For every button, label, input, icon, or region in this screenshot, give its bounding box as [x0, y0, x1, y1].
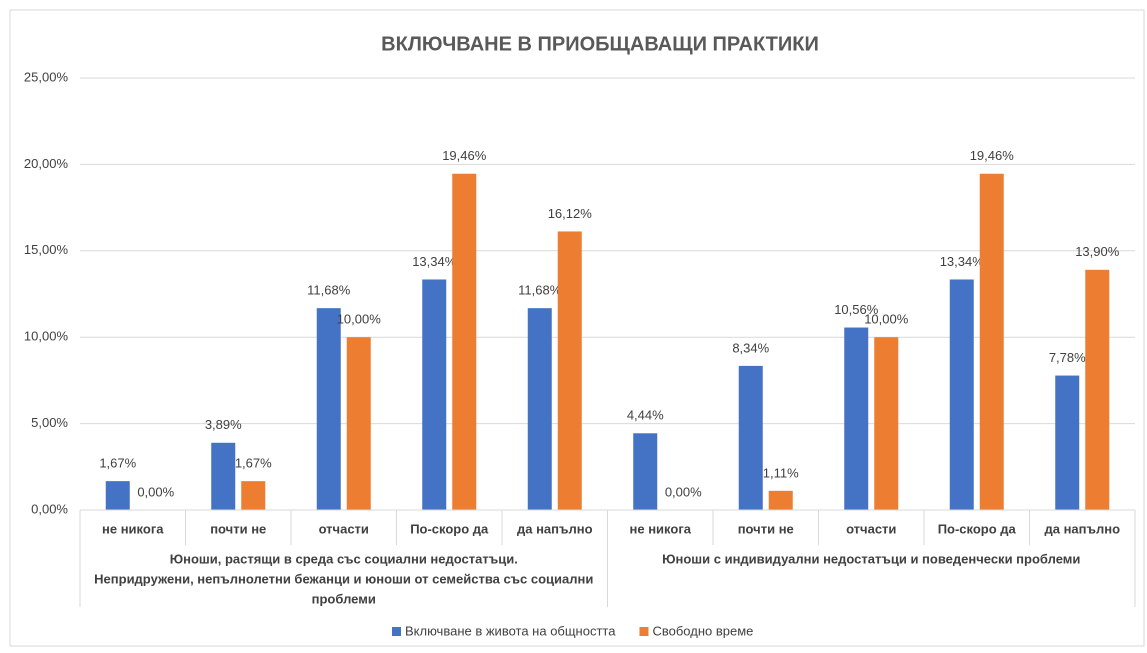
x-tick-label: не никога: [102, 521, 164, 536]
x-tick-label: По-скоро да: [410, 521, 489, 536]
x-tick-label: По-скоро да: [938, 521, 1017, 536]
y-tick-label: 15,00%: [24, 242, 69, 257]
group-label: Юноши, растящи в среда със социални недо…: [170, 551, 518, 566]
x-tick-label: отчасти: [846, 521, 896, 536]
data-label: 13,90%: [1075, 244, 1120, 259]
y-tick-label: 25,00%: [24, 69, 69, 84]
bar: [979, 173, 1004, 510]
bar: [738, 365, 763, 510]
data-label: 1,67%: [99, 456, 136, 471]
bar: [768, 490, 793, 510]
bar: [844, 327, 869, 510]
bar: [949, 279, 974, 510]
data-label: 10,56%: [834, 302, 879, 317]
bar: [874, 337, 899, 510]
bar: [1085, 269, 1110, 510]
data-label: 1,67%: [235, 456, 272, 471]
data-label: 19,46%: [442, 148, 487, 163]
data-label: 10,00%: [864, 312, 909, 327]
legend-label: Свободно време: [652, 623, 753, 638]
data-label: 13,34%: [940, 254, 985, 269]
x-tick-label: почти не: [738, 521, 794, 536]
data-label: 3,89%: [205, 417, 242, 432]
data-label: 0,00%: [665, 484, 702, 499]
bar: [527, 308, 552, 510]
data-label: 7,78%: [1049, 350, 1086, 365]
bar: [422, 279, 447, 510]
data-label: 11,68%: [307, 283, 351, 298]
bar: [346, 337, 371, 510]
data-label: 11,68%: [518, 283, 562, 298]
data-label: 10,00%: [337, 312, 382, 327]
bar: [1055, 375, 1080, 510]
data-label: 4,44%: [627, 408, 664, 423]
group-label: Юноши с индивидуални недостатъци и повед…: [662, 551, 1080, 566]
chart-title: ВКЛЮЧВАНЕ В ПРИОБЩАВАЩИ ПРАКТИКИ: [381, 33, 819, 55]
y-tick-label: 0,00%: [31, 501, 68, 516]
data-label: 0,00%: [137, 484, 174, 499]
x-tick-label: почти не: [210, 521, 266, 536]
data-label: 13,34%: [412, 254, 457, 269]
data-label: 1,11%: [763, 465, 799, 480]
y-tick-label: 10,00%: [24, 329, 69, 344]
bar: [557, 231, 582, 510]
y-tick-label: 5,00%: [31, 415, 68, 430]
data-label: 19,46%: [970, 148, 1015, 163]
bar: [211, 442, 236, 510]
bar: [105, 481, 130, 510]
y-tick-label: 20,00%: [24, 156, 69, 171]
legend-swatch: [392, 627, 401, 636]
x-tick-label: не никога: [630, 521, 692, 536]
bar: [633, 433, 658, 510]
x-tick-label: да напълно: [1044, 521, 1120, 536]
x-tick-label: отчасти: [319, 521, 369, 536]
group-label: проблеми: [312, 591, 376, 606]
bar: [241, 481, 266, 510]
x-tick-label: да напълно: [517, 521, 593, 536]
legend-label: Включване в живота на общността: [405, 623, 616, 638]
data-label: 8,34%: [732, 340, 769, 355]
bar: [316, 308, 341, 510]
bar: [452, 173, 477, 510]
group-label: Непридружени, непълнолетни бежанци и юно…: [94, 571, 593, 586]
data-label: 16,12%: [548, 206, 593, 221]
legend-swatch: [639, 627, 649, 636]
